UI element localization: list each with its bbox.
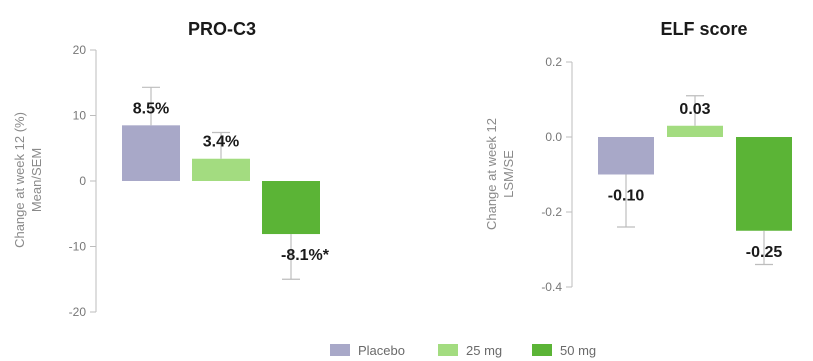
pro-c3-value-label-25mg: 3.4%	[203, 134, 239, 151]
elf-score-bar-50mg	[736, 137, 792, 231]
pro-c3-ytick-label: 10	[73, 109, 87, 123]
legend-swatch-25mg	[438, 344, 458, 356]
legend-swatch-placebo	[330, 344, 350, 356]
pro-c3-ytick-label: -20	[69, 305, 87, 319]
pro-c3-value-label-placebo: 8.5%	[133, 100, 169, 117]
elf-score-value-label-50mg: -0.25	[746, 244, 783, 261]
legend-swatch-50mg	[532, 344, 552, 356]
elf-score-ylabel-line2: LSM/SE	[501, 150, 516, 198]
pro-c3-panel: PRO-C3 Change at week 12 (%) Mean/SEM 20…	[12, 19, 330, 319]
elf-score-panel: ELF score Change at week 12 LSM/SE 0.2 0.…	[484, 19, 792, 294]
pro-c3-bar-50mg	[262, 181, 320, 235]
pro-c3-ylabel-line2: Mean/SEM	[29, 148, 44, 212]
legend: Placebo 25 mg 50 mg	[330, 343, 596, 358]
elf-score-ylabel-line1: Change at week 12	[484, 118, 499, 230]
elf-score-title: ELF score	[660, 19, 747, 39]
legend-label-placebo: Placebo	[358, 343, 405, 358]
elf-score-value-label-25mg: 0.03	[679, 101, 710, 118]
pro-c3-value-label-50mg: -8.1%*	[281, 247, 330, 264]
elf-score-bar-25mg	[667, 125, 723, 137]
elf-score-ytick-label: 0.2	[545, 55, 562, 69]
elf-score-ytick-label: 0.0	[545, 130, 562, 144]
elf-score-value-label-placebo: -0.10	[608, 188, 645, 205]
elf-score-ytick-label: -0.2	[541, 205, 562, 219]
pro-c3-bar-25mg	[192, 158, 250, 181]
pro-c3-ytick-label: 20	[73, 43, 87, 57]
pro-c3-ytick-label: 0	[79, 174, 86, 188]
pro-c3-bar-placebo	[122, 125, 180, 181]
legend-label-25mg: 25 mg	[466, 343, 502, 358]
elf-score-bar-placebo	[598, 137, 654, 175]
legend-label-50mg: 50 mg	[560, 343, 596, 358]
pro-c3-title: PRO-C3	[188, 19, 256, 39]
elf-score-ytick-label: -0.4	[541, 280, 562, 294]
pro-c3-ytick-label: -10	[69, 240, 87, 254]
pro-c3-ylabel-line1: Change at week 12 (%)	[12, 112, 27, 248]
